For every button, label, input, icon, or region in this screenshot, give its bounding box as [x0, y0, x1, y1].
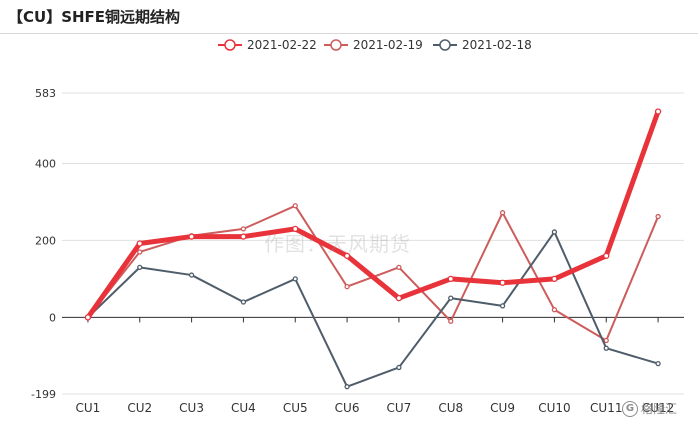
x-tick-label: CU11: [590, 401, 622, 415]
data-point: [343, 252, 351, 259]
corner-logo: G 格隆汇: [622, 400, 677, 417]
data-point: [603, 345, 609, 351]
x-tick-label: CU10: [538, 401, 570, 415]
title-bar: 【CU】SHFE铜远期结构: [0, 0, 698, 34]
data-point: [137, 264, 143, 271]
data-point: [551, 229, 558, 235]
legend-item[interactable]: 2021-02-22: [218, 36, 317, 54]
x-tick-label: CU2: [127, 401, 152, 415]
data-point: [396, 364, 402, 371]
y-tick-label: 200: [35, 234, 56, 247]
x-tick-label: CU3: [179, 401, 204, 415]
data-point: [499, 210, 506, 216]
legend: 2021-02-22 2021-02-19 2021-02-18: [0, 36, 698, 56]
legend-item[interactable]: 2021-02-18: [433, 36, 532, 54]
legend-swatch-icon: [433, 39, 457, 51]
data-point: [344, 384, 350, 390]
data-point: [655, 360, 661, 367]
data-point: [654, 108, 662, 115]
data-point: [188, 272, 195, 278]
x-tick-label: CU7: [387, 401, 412, 415]
data-point: [551, 275, 558, 283]
data-point: [655, 213, 661, 220]
series-line: [85, 110, 661, 319]
x-tick-label: CU4: [231, 401, 256, 415]
x-tick-label: CU5: [283, 401, 308, 415]
y-tick-label: -199: [31, 388, 56, 401]
data-point: [240, 233, 247, 240]
logo-icon: G: [622, 400, 638, 417]
x-tick-label: CU8: [438, 401, 463, 415]
y-tick-label: 0: [49, 311, 56, 324]
data-point: [499, 279, 506, 286]
legend-item[interactable]: 2021-02-19: [324, 36, 423, 54]
x-tick-label: CU9: [490, 401, 515, 415]
data-point: [603, 337, 609, 344]
y-tick-label: 583: [35, 87, 56, 100]
data-point: [344, 283, 350, 290]
chart-title: 【CU】SHFE铜远期结构: [8, 8, 181, 26]
data-point: [292, 225, 299, 233]
data-point: [551, 307, 558, 313]
data-point: [136, 240, 143, 247]
data-point: [396, 264, 402, 271]
legend-label: 2021-02-22: [247, 38, 317, 52]
data-point: [447, 275, 454, 283]
data-point: [603, 252, 610, 259]
data-point: [240, 299, 247, 305]
data-point: [448, 295, 454, 301]
watermark: 作图：天风期货: [264, 232, 411, 256]
data-point: [395, 295, 403, 302]
data-point: [240, 226, 247, 232]
x-tick-label: CU12: [642, 401, 674, 415]
data-point: [84, 314, 92, 321]
series-line: [87, 230, 659, 388]
y-tick-label: 400: [35, 157, 56, 170]
data-point: [499, 303, 506, 309]
data-point: [292, 203, 298, 209]
legend-swatch-icon: [218, 39, 242, 51]
data-point: [292, 276, 298, 282]
x-tick-label: CU1: [76, 401, 101, 415]
legend-label: 2021-02-18: [462, 38, 532, 52]
logo-text: 格隆汇: [641, 402, 678, 416]
data-point: [448, 318, 454, 324]
data-point: [188, 233, 195, 240]
legend-label: 2021-02-19: [353, 38, 423, 52]
x-tick-label: CU6: [335, 401, 360, 415]
data-point: [137, 249, 143, 255]
legend-swatch-icon: [324, 39, 348, 51]
